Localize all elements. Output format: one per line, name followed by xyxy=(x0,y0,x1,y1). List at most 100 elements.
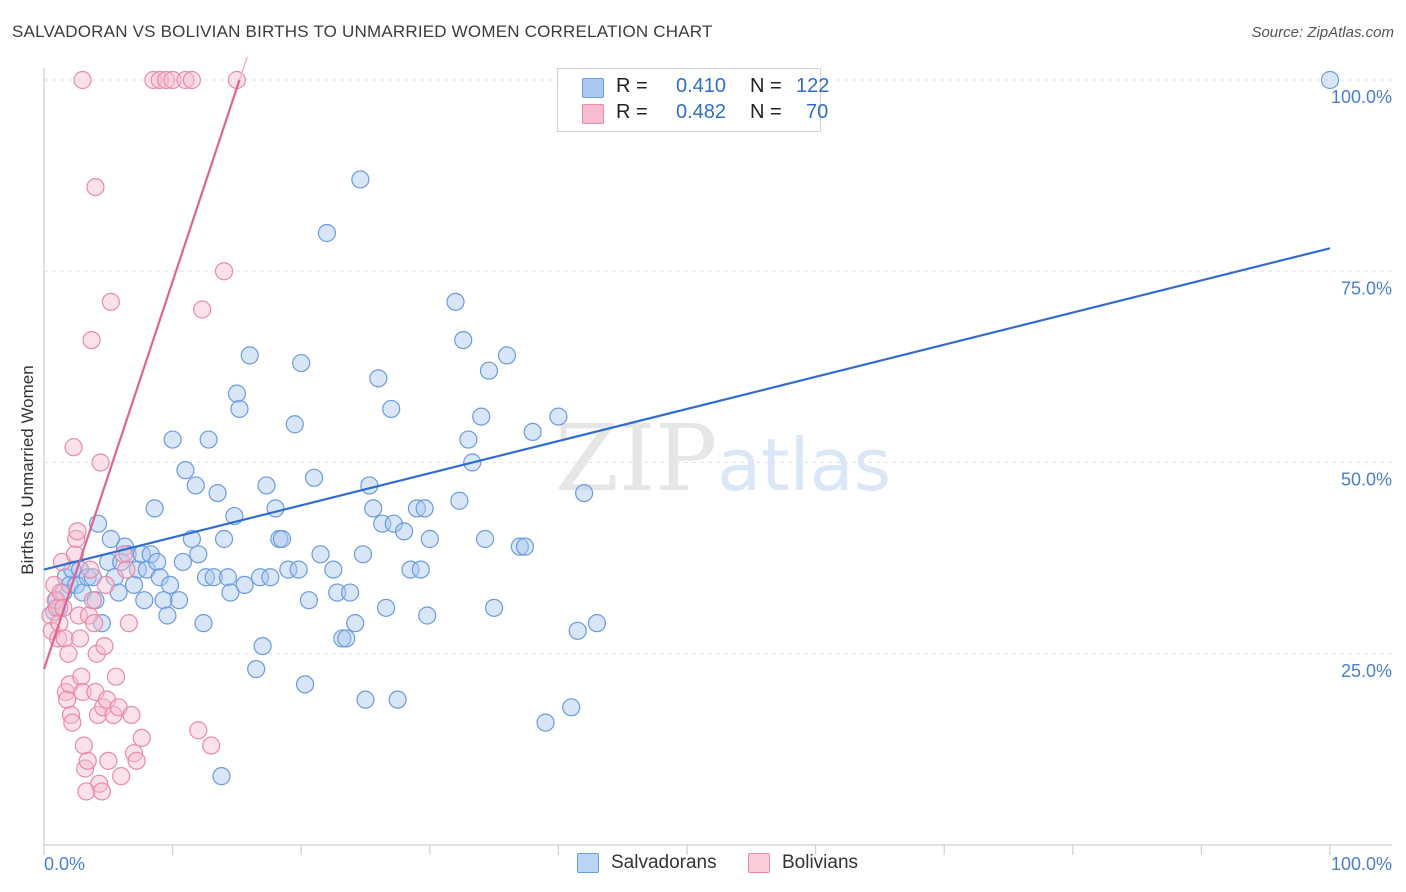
scatter-point-salvadorans xyxy=(360,476,379,495)
scatter-point-bolivians xyxy=(122,705,141,725)
scatter-point-salvadorans xyxy=(407,499,427,518)
scatter-point-salvadorans xyxy=(247,659,266,679)
scatter-point-bolivians xyxy=(214,262,234,281)
scatter-point-bolivians xyxy=(69,606,88,625)
scatter-point-bolivians xyxy=(68,522,87,541)
scatter-point-bolivians xyxy=(144,70,163,90)
scatter-point-bolivians xyxy=(82,331,101,350)
scatter-point-bolivians xyxy=(92,782,111,801)
scatter-point-bolivians xyxy=(193,300,212,319)
scatter-point-salvadorans xyxy=(163,430,182,449)
legend-n-value: 70 xyxy=(806,101,829,123)
scatter-point-salvadorans xyxy=(173,552,192,572)
chart-source: Source: ZipAtlas.com xyxy=(1251,24,1394,41)
watermark: ZIPatlas xyxy=(555,405,891,512)
scatter-point-bolivians xyxy=(101,292,120,311)
scatter-point-salvadorans xyxy=(145,499,164,518)
legend-r-label: R = xyxy=(616,101,648,123)
scatter-point-salvadorans xyxy=(337,629,356,648)
scatter-point-bolivians xyxy=(106,667,126,686)
legend-swatch-salvadorans xyxy=(577,853,599,873)
correlation-legend: R = 0.410 N = 122 R = 0.482 N = 70 xyxy=(557,68,829,132)
scatter-point-salvadorans xyxy=(376,598,396,617)
scatter-point-salvadorans xyxy=(214,529,234,549)
scatter-point-bolivians xyxy=(87,644,106,663)
scatter-point-salvadorans xyxy=(295,675,315,694)
scatter-point-salvadorans xyxy=(568,621,587,640)
legend-r-value: 0.410 xyxy=(676,75,727,97)
scatter-point-salvadorans xyxy=(415,499,434,518)
scatter-point-salvadorans xyxy=(148,552,167,572)
scatter-point-bolivians xyxy=(157,70,176,90)
scatter-point-salvadorans xyxy=(150,568,169,587)
scatter-point-salvadorans xyxy=(353,545,373,564)
scatter-point-bolivians xyxy=(96,575,115,595)
scatter-point-bolivians xyxy=(55,629,74,648)
legend-swatch-bolivians xyxy=(748,853,770,873)
scatter-point-salvadorans xyxy=(1320,70,1340,90)
scatter-point-bolivians xyxy=(85,614,104,633)
scatter-point-bolivians xyxy=(67,529,86,549)
scatter-point-salvadorans xyxy=(196,568,216,587)
scatter-point-salvadorans xyxy=(497,346,517,365)
scatter-point-salvadorans xyxy=(340,583,360,602)
scatter-point-salvadorans xyxy=(369,369,388,388)
scatter-point-bolivians xyxy=(127,751,146,770)
scatter-point-bolivians xyxy=(150,70,169,90)
scatter-point-salvadorans xyxy=(472,407,491,426)
scatter-point-bolivians xyxy=(81,560,100,579)
scatter-point-salvadorans xyxy=(356,690,375,709)
scatter-point-salvadorans xyxy=(351,170,370,189)
scatter-point-salvadorans xyxy=(324,560,343,579)
scatter-point-bolivians xyxy=(112,767,131,786)
grid-lines xyxy=(44,79,1392,655)
watermark-atlas: atlas xyxy=(717,423,891,507)
tick-labels: 25.0% 50.0% 75.0% 100.0% 0.0% 100.0% xyxy=(44,87,1392,874)
scatter-point-salvadorans xyxy=(485,598,504,617)
scatter-point-salvadorans xyxy=(479,361,499,380)
scatter-point-bolivians xyxy=(74,736,93,755)
y-axis-label: Births to Unmarried Women xyxy=(18,365,37,575)
scatter-point-bolivians xyxy=(117,560,136,579)
scatter-point-salvadorans xyxy=(208,484,227,503)
scatter-point-salvadorans xyxy=(328,583,347,602)
scatter-point-salvadorans xyxy=(459,430,478,449)
scatter-point-salvadorans xyxy=(299,591,319,610)
x-tick-label: 100.0% xyxy=(1331,854,1392,874)
scatter-point-salvadorans xyxy=(364,499,383,518)
scatter-point-bolivians xyxy=(59,644,78,663)
scatter-point-bolivians xyxy=(73,70,92,90)
scatter-point-bolivians xyxy=(73,682,92,702)
scatter-point-salvadorans xyxy=(289,560,308,579)
scatter-point-salvadorans xyxy=(418,606,437,625)
scatter-point-bolivians xyxy=(119,614,138,633)
scatter-point-salvadorans xyxy=(169,591,189,610)
scatter-point-salvadorans xyxy=(199,430,218,449)
scatter-point-bolivians xyxy=(61,705,81,725)
scatter-point-bolivians xyxy=(91,453,110,472)
scatter-point-salvadorans xyxy=(510,537,529,556)
scatter-point-salvadorans xyxy=(304,468,324,487)
scatter-point-bolivians xyxy=(70,629,90,648)
scatter-point-salvadorans xyxy=(189,545,208,564)
scatter-point-salvadorans xyxy=(176,461,195,480)
legend-label-salvadorans: Salvadorans xyxy=(611,852,717,873)
scatter-point-bolivians xyxy=(163,70,182,90)
scatter-point-salvadorans xyxy=(158,606,177,625)
scatter-point-salvadorans xyxy=(317,223,337,243)
scatter-point-salvadorans xyxy=(562,698,581,717)
scatter-point-salvadorans xyxy=(475,529,495,549)
scatter-point-salvadorans xyxy=(101,529,120,549)
scatter-point-bolivians xyxy=(78,751,97,770)
scatter-point-bolivians xyxy=(99,751,118,770)
scatter-point-salvadorans xyxy=(587,614,607,633)
scatter-point-bolivians xyxy=(189,721,208,740)
scatter-point-salvadorans xyxy=(272,529,292,549)
scatter-point-bolivians xyxy=(95,636,114,656)
scatter-point-salvadorans xyxy=(235,575,254,595)
trend-line-bolivians xyxy=(42,79,241,670)
legend-n-value: 122 xyxy=(796,75,830,97)
scatter-point-salvadorans xyxy=(454,331,473,350)
scatter-point-bolivians xyxy=(202,736,221,755)
